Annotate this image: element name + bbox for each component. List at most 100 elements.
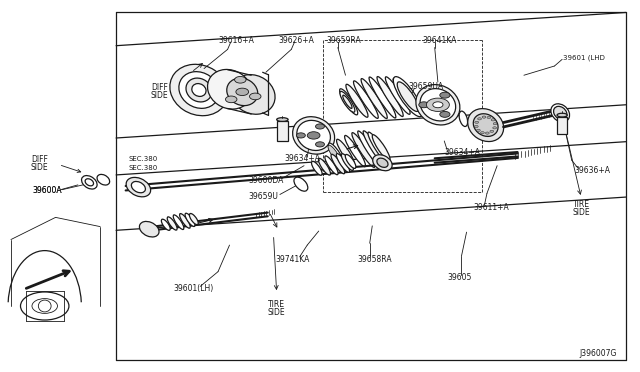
Ellipse shape [377, 158, 388, 167]
Ellipse shape [189, 214, 198, 225]
Text: DIFF: DIFF [31, 155, 48, 164]
Ellipse shape [126, 177, 150, 197]
Circle shape [426, 98, 449, 112]
Ellipse shape [358, 131, 381, 167]
Text: SIDE: SIDE [268, 308, 285, 317]
Text: 39634+A: 39634+A [444, 148, 480, 157]
Ellipse shape [372, 135, 390, 161]
Text: 39600A: 39600A [32, 186, 61, 195]
Ellipse shape [341, 154, 353, 170]
Ellipse shape [551, 104, 570, 122]
Ellipse shape [294, 177, 308, 191]
Ellipse shape [227, 78, 258, 106]
Text: SIDE: SIDE [572, 208, 590, 217]
Circle shape [487, 116, 491, 119]
Text: 39659U: 39659U [248, 192, 278, 201]
Ellipse shape [173, 215, 184, 230]
Circle shape [493, 127, 497, 129]
Ellipse shape [554, 106, 567, 119]
Ellipse shape [180, 214, 190, 228]
Text: 39658RA: 39658RA [357, 254, 392, 264]
Ellipse shape [369, 77, 396, 118]
Text: 39616+A: 39616+A [218, 36, 254, 45]
Text: 39641KA: 39641KA [422, 36, 456, 45]
Ellipse shape [97, 174, 109, 185]
Circle shape [491, 119, 495, 121]
Ellipse shape [340, 89, 358, 115]
Circle shape [235, 77, 246, 83]
Text: SIDE: SIDE [31, 163, 49, 172]
Ellipse shape [319, 158, 330, 175]
Ellipse shape [140, 221, 159, 237]
Text: SEC.380: SEC.380 [129, 164, 158, 170]
Text: 39600A: 39600A [32, 186, 61, 195]
Circle shape [307, 132, 320, 139]
Circle shape [316, 124, 324, 129]
Ellipse shape [292, 117, 335, 154]
Ellipse shape [192, 84, 206, 96]
Circle shape [433, 102, 443, 108]
Text: 39741KA: 39741KA [275, 254, 310, 264]
Ellipse shape [420, 89, 456, 121]
Ellipse shape [131, 182, 145, 193]
Ellipse shape [328, 145, 340, 162]
Ellipse shape [557, 113, 567, 117]
Text: J396007G: J396007G [579, 350, 616, 359]
Ellipse shape [468, 109, 504, 141]
Text: 39626+A: 39626+A [278, 36, 314, 45]
Ellipse shape [297, 121, 330, 150]
Ellipse shape [361, 78, 387, 119]
Text: TIRE: TIRE [268, 300, 285, 309]
Text: 39659UA: 39659UA [408, 82, 443, 91]
Ellipse shape [185, 213, 195, 227]
Ellipse shape [343, 95, 352, 108]
Ellipse shape [397, 82, 419, 112]
Ellipse shape [344, 135, 365, 167]
Circle shape [476, 129, 480, 131]
Text: 39634+A: 39634+A [284, 154, 320, 163]
Circle shape [477, 118, 481, 120]
Ellipse shape [385, 77, 410, 114]
Ellipse shape [337, 154, 349, 172]
Ellipse shape [394, 77, 422, 117]
Ellipse shape [416, 84, 460, 125]
Ellipse shape [377, 77, 403, 116]
Ellipse shape [368, 132, 389, 164]
Text: 39601 (LHD: 39601 (LHD [563, 54, 605, 61]
Ellipse shape [312, 161, 322, 175]
Ellipse shape [459, 111, 468, 126]
Circle shape [296, 133, 305, 138]
Ellipse shape [170, 64, 228, 116]
Ellipse shape [473, 114, 498, 137]
Ellipse shape [363, 131, 387, 166]
Ellipse shape [372, 155, 392, 171]
Circle shape [440, 111, 450, 117]
Circle shape [316, 142, 324, 147]
Ellipse shape [81, 176, 97, 189]
Circle shape [485, 132, 489, 134]
Ellipse shape [167, 217, 177, 230]
Ellipse shape [393, 78, 415, 111]
Circle shape [419, 102, 429, 108]
Text: 39605: 39605 [447, 273, 472, 282]
Ellipse shape [331, 154, 344, 174]
Circle shape [440, 92, 450, 98]
Text: 39659RA: 39659RA [326, 36, 361, 45]
Ellipse shape [186, 78, 212, 102]
Circle shape [225, 96, 237, 103]
Circle shape [481, 132, 484, 134]
Ellipse shape [340, 92, 355, 112]
Text: SEC.380: SEC.380 [129, 156, 158, 163]
Ellipse shape [231, 75, 275, 114]
Circle shape [493, 122, 497, 125]
Bar [276, 121, 288, 141]
Circle shape [236, 88, 248, 96]
Text: TIRE: TIRE [573, 200, 590, 209]
Ellipse shape [346, 154, 356, 169]
Ellipse shape [276, 118, 288, 121]
Ellipse shape [207, 70, 252, 109]
Ellipse shape [352, 133, 375, 167]
Circle shape [490, 130, 493, 132]
Circle shape [482, 116, 486, 118]
Ellipse shape [353, 81, 378, 118]
